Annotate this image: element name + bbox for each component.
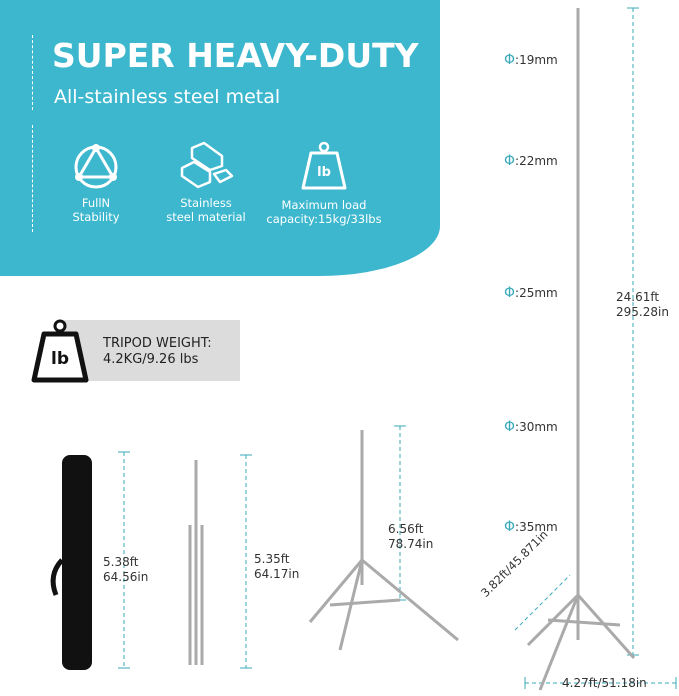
feature-stability: FullN Stability — [36, 140, 156, 224]
footprint: 4.27ft/51.18in — [562, 676, 647, 690]
banner — [0, 0, 440, 276]
weight-label: TRIPOD WEIGHT: — [103, 336, 212, 351]
feature-label: steel material — [166, 210, 246, 224]
diameter-value: :35mm — [515, 520, 558, 534]
feature-steel: Stainless steel material — [146, 140, 266, 224]
tripod-weight-box — [62, 320, 240, 381]
feature-label: Maximum load — [281, 198, 367, 212]
diameter-icon: Φ — [504, 153, 516, 169]
weight-lb-icon: lb — [31, 319, 89, 383]
triangle-circle-icon — [74, 144, 118, 189]
size-in: 78.74in — [388, 537, 434, 551]
feature-label: Stainless — [180, 196, 232, 210]
diameter-25: Φ:25mm — [504, 285, 558, 301]
size-ft: 5.35ft — [254, 552, 290, 566]
svg-text:lb: lb — [317, 165, 331, 180]
feature-label: capacity:15kg/33lbs — [266, 212, 382, 226]
bag-size: 5.38ft 64.56in — [103, 555, 148, 585]
diameter-icon: Φ — [504, 52, 516, 68]
steel-bars-icon — [180, 141, 234, 189]
size-ft: 5.38ft — [103, 555, 139, 569]
size-ft: 6.56ft — [388, 522, 424, 536]
size-ft: 24.61ft — [616, 290, 660, 304]
diameter-35: Φ:35mm — [504, 519, 558, 535]
diameter-value: :19mm — [515, 53, 558, 67]
banner-title: SUPER HEAVY-DUTY — [52, 36, 419, 75]
size-in: 64.17in — [254, 567, 300, 581]
weight-lb-icon: lb — [301, 141, 347, 190]
size-in: 295.28in — [616, 305, 669, 319]
diameter-icon: Φ — [504, 285, 516, 301]
svg-text:lb: lb — [51, 349, 69, 369]
divider — [32, 35, 33, 110]
max-height: 24.61ft 295.28in — [616, 290, 669, 320]
diameter-icon: Φ — [504, 519, 516, 535]
banner-subtitle: All-stainless steel metal — [54, 86, 281, 108]
divider — [32, 125, 33, 232]
feature-label: FullN — [81, 196, 111, 210]
diameter-value: :25mm — [515, 286, 558, 300]
diameter-22: Φ:22mm — [504, 153, 558, 169]
tripod-weight: TRIPOD WEIGHT: 4.2KG/9.26 lbs — [103, 336, 212, 368]
feature-label: Stability — [72, 210, 120, 224]
folded-size: 5.35ft 64.17in — [254, 552, 299, 582]
diameter-30: Φ:30mm — [504, 419, 558, 435]
diameter-value: :30mm — [515, 420, 558, 434]
diameter-19: Φ:19mm — [504, 52, 558, 68]
feature-load: lb Maximum load capacity:15kg/33lbs — [264, 140, 384, 226]
size-in: 64.56in — [103, 570, 149, 584]
diameter-value: :22mm — [515, 154, 558, 168]
weight-value: 4.2KG/9.26 lbs — [103, 352, 199, 367]
diameter-icon: Φ — [504, 419, 516, 435]
min-height: 6.56ft 78.74in — [388, 522, 433, 552]
